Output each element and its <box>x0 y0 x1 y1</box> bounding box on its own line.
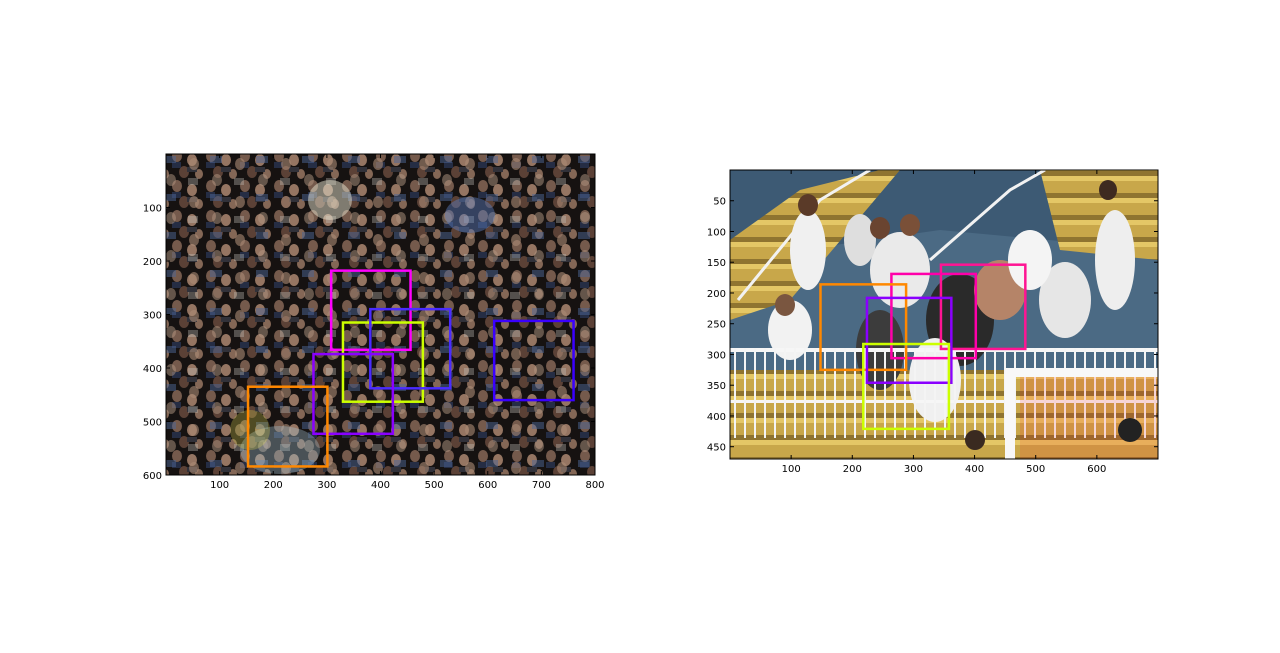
stadium-photo <box>730 170 1158 459</box>
y-tick-label: 200 <box>143 257 162 268</box>
bounding-boxes <box>246 269 575 468</box>
bounding-box <box>312 352 395 436</box>
bounding-box <box>939 263 1027 351</box>
bounding-box <box>341 321 425 403</box>
x-tick-label: 300 <box>904 464 923 475</box>
x-tick-label: 200 <box>264 480 283 491</box>
x-tick-label: 600 <box>478 480 497 491</box>
y-tick-label: 400 <box>707 412 726 423</box>
x-tick-label: 500 <box>1026 464 1045 475</box>
y-tick-label: 600 <box>143 471 162 482</box>
x-tick-label: 800 <box>585 480 604 491</box>
bounding-box <box>862 342 951 431</box>
axes-frame <box>729 169 1159 460</box>
y-tick-label: 300 <box>707 350 726 361</box>
crowd-photo <box>166 154 595 475</box>
y-tick-label: 350 <box>707 381 726 392</box>
x-tick-label: 200 <box>843 464 862 475</box>
y-tick-label: 400 <box>143 364 162 375</box>
bounding-box <box>369 307 452 390</box>
y-tick-label: 200 <box>707 289 726 300</box>
y-tick-label: 500 <box>143 418 162 429</box>
x-tick-label: 100 <box>210 480 229 491</box>
bounding-box <box>865 296 953 385</box>
x-tick-label: 700 <box>532 480 551 491</box>
y-tick-label: 450 <box>707 443 726 454</box>
bounding-box <box>492 319 575 402</box>
axis-ticks: 100 200 300 400 500 600 700 800 100 200 300 400 500 6… <box>143 154 605 491</box>
y-tick-label: 300 <box>143 311 162 322</box>
x-tick-label: 500 <box>425 480 444 491</box>
panel-stadium-fans: 100 200 300 400 500 600 50 100 150 200 250 300 350 40… <box>707 169 1159 475</box>
bounding-boxes <box>819 263 1027 431</box>
panel-crowd-dense: 100 200 300 400 500 600 700 800 100 200 300 400 500 6… <box>143 153 605 491</box>
bounding-box <box>890 272 978 360</box>
x-tick-label: 400 <box>965 464 984 475</box>
y-tick-label: 50 <box>713 197 726 208</box>
bounding-box <box>246 385 329 468</box>
x-tick-label: 400 <box>371 480 390 491</box>
x-tick-label: 600 <box>1087 464 1106 475</box>
y-tick-label: 250 <box>707 320 726 331</box>
x-tick-label: 100 <box>782 464 801 475</box>
y-tick-label: 100 <box>707 227 726 238</box>
axis-ticks: 100 200 300 400 500 600 50 100 150 200 250 300 350 40… <box>707 170 1158 475</box>
y-tick-label: 100 <box>143 204 162 215</box>
x-tick-label: 300 <box>317 480 336 491</box>
y-tick-label: 150 <box>707 258 726 269</box>
